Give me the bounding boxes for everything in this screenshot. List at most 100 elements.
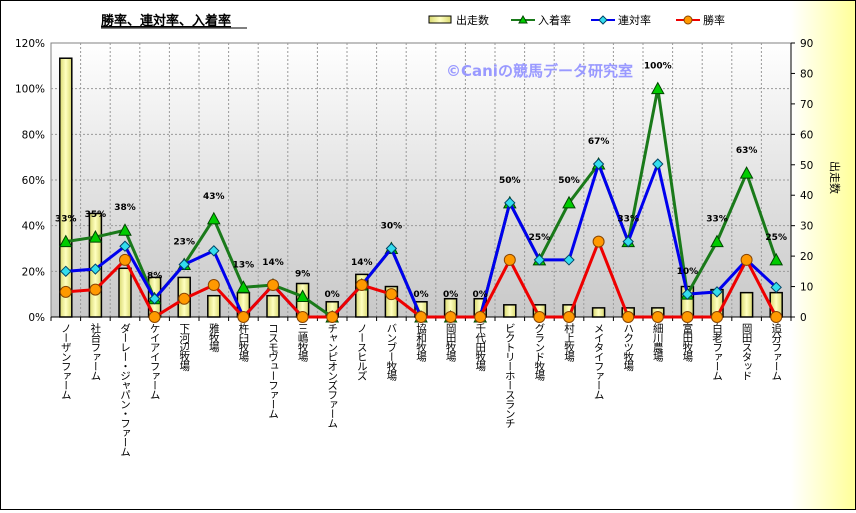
marker-勝率: [296, 311, 309, 323]
marker-連対率: [504, 197, 516, 209]
data-label: 25%: [529, 233, 551, 243]
category-label: ダーレー・ジャパン・ファーム: [119, 323, 131, 457]
data-label: 14%: [351, 258, 373, 268]
marker-入着率: [206, 211, 221, 225]
category-label: 白老ファーム: [711, 322, 723, 381]
right-axis-tick-label: 0: [800, 312, 807, 324]
legend: 出走数 入着率 連対率 勝率: [428, 13, 725, 27]
marker-連対率: [60, 265, 72, 278]
left-axis-tick-label: 80%: [22, 129, 45, 141]
data-label: 38%: [114, 203, 136, 213]
data-label: 100%: [644, 62, 672, 72]
category-label: バンブー牧場: [385, 323, 397, 382]
marker-連対率: [563, 254, 575, 266]
right-axis-tick-label: 60: [800, 129, 813, 141]
marker-連対率: [385, 242, 398, 255]
right-axis-tick-label: 10: [800, 282, 813, 294]
bar-出走数: [739, 291, 754, 318]
marker-入着率: [88, 230, 103, 243]
category-label: 協和牧場: [415, 322, 427, 363]
marker-勝率: [148, 311, 161, 323]
bar-出走数: [503, 304, 517, 318]
right-axis-tick-label: 30: [800, 221, 813, 233]
marker-勝率: [592, 235, 605, 248]
category-label: コスモヴューファーム: [267, 323, 279, 419]
legend-label: 連対率: [618, 13, 651, 27]
marker-勝率: [622, 311, 635, 323]
category-label: 下河辺牧場: [178, 323, 190, 372]
marker-連対率: [89, 263, 102, 275]
right-axis-tick-label: 50: [800, 160, 813, 172]
left-axis-tick-label: 120%: [15, 38, 45, 50]
bar-出走数: [59, 57, 73, 318]
right-axis-tick-label: 80: [800, 68, 813, 80]
marker-連対率: [208, 245, 220, 257]
category-label: 社台ファーム: [89, 322, 101, 381]
marker-連対率: [652, 158, 664, 170]
marker-勝率: [59, 285, 72, 298]
data-label: 43%: [203, 192, 225, 202]
marker-勝率: [563, 311, 575, 323]
data-label: 0%: [413, 290, 428, 300]
marker-勝率: [711, 311, 723, 323]
data-label: 13%: [233, 260, 255, 270]
marker-入着率: [236, 280, 251, 293]
marker-勝率: [533, 311, 546, 323]
data-label: 25%: [765, 233, 787, 243]
marker-連対率: [770, 281, 782, 294]
data-label: 67%: [588, 137, 610, 147]
right-axis-tick-label: 70: [800, 99, 813, 111]
data-label: 9%: [295, 269, 310, 279]
category-label: 岡田牧場: [445, 323, 457, 363]
data-label: 8%: [147, 272, 162, 282]
data-label: 23%: [173, 237, 195, 247]
category-label: チャンピオンズファーム: [326, 323, 338, 428]
marker-勝率: [415, 311, 427, 323]
marker-入着率: [650, 81, 665, 95]
data-label: 33%: [617, 215, 639, 225]
marker-入着率: [769, 252, 784, 266]
bar-出走数: [118, 267, 132, 318]
marker-勝率: [237, 311, 250, 323]
marker-連対率: [622, 235, 634, 248]
bar-出走数: [207, 294, 221, 318]
right-axis-label: 出走数: [828, 161, 842, 194]
marker-勝率: [444, 311, 457, 323]
category-label: 岡田スタッド: [741, 323, 753, 381]
marker-連対率: [711, 286, 723, 298]
right-axis-tick-label: 20: [800, 251, 813, 263]
marker-勝率: [326, 311, 339, 323]
category-label: 細川農場: [652, 322, 664, 363]
category-label: 村上牧場: [563, 322, 575, 363]
category-label: 杵臼牧場: [237, 322, 249, 363]
marker-勝率: [207, 279, 220, 292]
chart-title: 勝率、連対率、入着率: [101, 13, 231, 29]
marker-勝率: [740, 253, 753, 266]
marker-入着率: [710, 234, 724, 248]
data-label: 0%: [443, 290, 458, 300]
legend-diamond-icon: [598, 15, 608, 25]
category-label: ケイアイファーム: [149, 323, 161, 400]
category-label: ノースヒルズ: [356, 323, 368, 381]
marker-勝率: [178, 292, 191, 305]
left-axis-tick-label: 40%: [22, 221, 45, 233]
category-label: 千代田牧場: [474, 323, 486, 372]
category-label: 追分ファーム: [770, 322, 782, 381]
left-axis-tick-label: 100%: [15, 84, 45, 96]
legend-swatch-bar: [428, 15, 452, 24]
marker-入着率: [295, 289, 310, 302]
marker-入着率: [118, 223, 132, 236]
data-label: 63%: [736, 146, 758, 156]
left-axis-tick-label: 0%: [28, 312, 45, 324]
marker-連対率: [178, 258, 190, 271]
left-axis-tick-label: 60%: [22, 175, 45, 187]
marker-勝率: [681, 311, 694, 323]
category-label: ビクトリーホースランチ: [504, 323, 516, 428]
marker-勝率: [770, 311, 783, 323]
marker-連対率: [119, 240, 131, 252]
right-axis-tick-label: 90: [800, 38, 813, 50]
data-label: 50%: [558, 176, 580, 186]
data-label: 33%: [706, 215, 728, 225]
data-label: 14%: [262, 258, 284, 268]
category-label: グランド牧場: [533, 323, 545, 382]
